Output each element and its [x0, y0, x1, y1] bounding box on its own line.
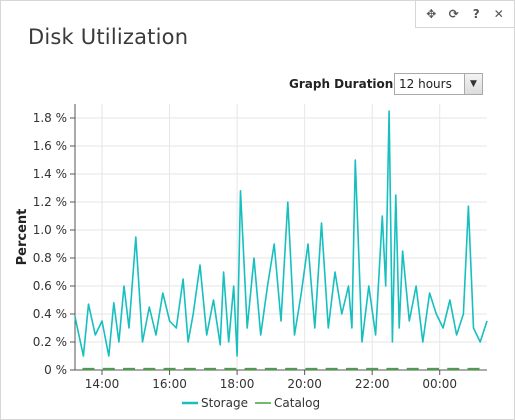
graph-duration-label: Graph Duration: [289, 77, 399, 91]
storage-series-line [74, 110, 488, 357]
help-icon[interactable]: ? [472, 7, 480, 21]
legend-catalog-label: Catalog [274, 396, 320, 410]
y-tick-label: 1.2 % [33, 195, 67, 209]
y-tick-label: 0 % [44, 363, 67, 377]
x-tick-label: 18:00 [220, 377, 255, 391]
widget-title: Disk Utilization [28, 25, 189, 49]
graph-duration-select[interactable]: 12 hours ▼ [394, 73, 483, 95]
close-icon[interactable]: ✕ [493, 7, 504, 21]
refresh-icon[interactable]: ⟳ [448, 7, 459, 21]
y-axis-label: Percent [15, 209, 30, 266]
legend-storage-label: Storage [201, 396, 248, 410]
y-tick-label: 0.8 % [33, 251, 67, 265]
x-tick-label: 00:00 [422, 377, 457, 391]
x-tick-label: 16:00 [152, 377, 187, 391]
y-tick-label: 1.0 % [33, 223, 67, 237]
y-tick-label: 1.8 % [33, 111, 67, 125]
y-tick-label: 0.4 % [33, 307, 67, 321]
graph-duration-value: 12 hours [399, 77, 452, 91]
widget-toolbar: ✥ ⟳ ? ✕ [415, 1, 514, 28]
y-tick-label: 0.2 % [33, 335, 67, 349]
x-tick-label: 20:00 [287, 377, 322, 391]
chevron-down-icon[interactable]: ▼ [464, 74, 482, 94]
y-tick-label: 0.6 % [33, 279, 67, 293]
x-tick-label: 22:00 [355, 377, 390, 391]
x-tick-label: 14:00 [85, 377, 120, 391]
y-tick-label: 1.4 % [33, 167, 67, 181]
move-icon[interactable]: ✥ [426, 7, 437, 21]
y-tick-label: 1.6 % [33, 139, 67, 153]
